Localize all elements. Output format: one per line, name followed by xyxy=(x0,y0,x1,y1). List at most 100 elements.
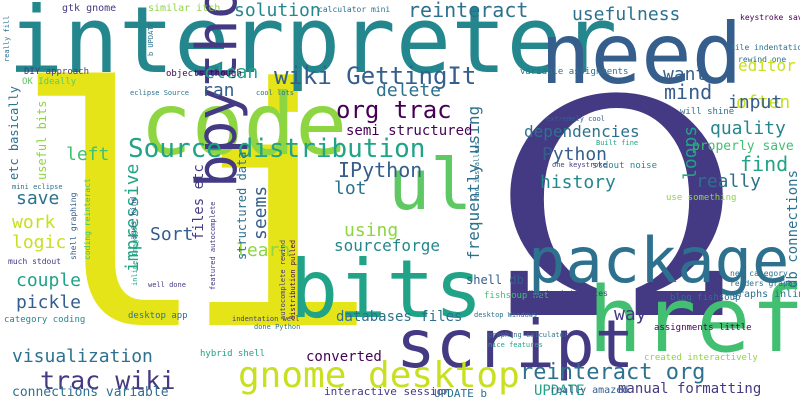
word-autocomplete-rewind: autocomplete rewind xyxy=(279,239,287,320)
word-often: often xyxy=(736,92,791,113)
word-work: work xyxy=(12,212,56,233)
word-interactive-session: interactive session xyxy=(324,385,450,398)
word-ul: ul xyxy=(388,144,473,226)
word-done-python: done Python xyxy=(254,323,301,331)
word-net-category: net category xyxy=(730,269,788,278)
word-package: package xyxy=(528,224,790,297)
word-desktop-app: desktop app xyxy=(128,311,188,321)
word-trac-wiki: trac wiki xyxy=(40,366,176,395)
word-reinteract-org: reinteract org xyxy=(520,360,706,385)
word-renders-graphs: renders graphs xyxy=(730,279,798,288)
word-etc-basically: etc basically xyxy=(7,86,21,180)
word-want: want xyxy=(663,64,707,85)
word-sort: Sort xyxy=(150,224,194,245)
word-graphs-inline: graphs inline xyxy=(732,289,800,300)
word-shell-graphing: shell graphing xyxy=(69,192,78,260)
word-keystroke-save: keystroke save xyxy=(740,13,800,22)
word-will-shine: will shine xyxy=(680,107,735,117)
word-using: using xyxy=(344,220,399,241)
word-well-done: well done xyxy=(148,281,186,289)
word-sourceforge: sourceforge xyxy=(334,236,440,255)
word-diy-approach: DIY approach xyxy=(24,67,90,77)
word-editor: editor xyxy=(738,56,796,75)
word-much-stdout: much stdout xyxy=(8,257,61,266)
word-databases-files: databases files xyxy=(336,309,463,325)
word-ipython: IPython xyxy=(338,158,423,182)
word-code: code xyxy=(140,75,348,175)
word-blog-fishsoup: blog fishsoup xyxy=(670,293,741,303)
word-interpreter: interpreter xyxy=(8,0,618,94)
word-dependencies: dependencies xyxy=(524,122,640,141)
word-quality: quality xyxy=(710,118,786,139)
word-one-keystroke: one keystroke xyxy=(552,161,607,169)
word-structured-data: structured data xyxy=(235,151,249,260)
word-assignments-little: assignments little xyxy=(654,323,752,333)
word-coding-reinteract: coding reinteract xyxy=(83,178,92,260)
word-seems: seems xyxy=(250,185,271,240)
word-built-fine: Built fine xyxy=(596,139,639,147)
word-lot: lot xyxy=(334,178,367,199)
word-reinteract: reinteract xyxy=(408,0,529,22)
word-ok-ideally: OK Ideally xyxy=(22,77,77,87)
word-ubuntu-integrates: Ubuntu integrates xyxy=(526,289,608,298)
word-org-trac: org trac xyxy=(336,96,452,124)
word-save: save xyxy=(16,188,60,209)
word-couple: couple xyxy=(16,270,82,291)
word-really: really xyxy=(696,171,762,192)
word-created-interactively: created interactively xyxy=(644,353,758,363)
word-li: li xyxy=(12,19,379,400)
word-gtk-gnome: gtk gnome xyxy=(62,3,117,14)
word-semi-structured: semi structured xyxy=(346,123,473,139)
word-ran: ran xyxy=(202,80,235,101)
word-b-update: b UPDATE xyxy=(147,22,155,56)
word-files-etc: files etc xyxy=(191,164,207,240)
word-shell-db: shell db xyxy=(466,273,524,287)
word-graphing-calculator: graphing calculator xyxy=(488,331,569,339)
word-visualization: visualization xyxy=(12,346,153,367)
word-use-something: use something xyxy=(666,193,737,203)
word-file-indentation: file indentation xyxy=(730,43,800,52)
word-solution: solution xyxy=(234,0,321,21)
word-logic: logic xyxy=(12,232,67,253)
word-left: left xyxy=(66,144,110,165)
word-mini-eclipse: mini eclipse xyxy=(12,183,63,191)
word-cool-lots: cool lots xyxy=(256,89,294,97)
word-loops: loops xyxy=(680,125,701,180)
word-script: script xyxy=(396,306,635,383)
word-wiki-gettingit: wiki GettingIt xyxy=(274,62,477,90)
word-need: need xyxy=(540,5,743,103)
word-update: UPDATE xyxy=(534,383,585,399)
word-nice-features: nice features xyxy=(488,341,543,349)
word-featured-autocomplete: featured autocomplete xyxy=(209,201,217,290)
word-category-coding: category coding xyxy=(4,315,86,325)
word-properly-save: properly save xyxy=(692,139,794,154)
word-clean: clean xyxy=(204,62,259,83)
word-pickle: pickle xyxy=(16,292,82,313)
word-extremely-cool: extremely cool xyxy=(546,115,606,123)
word-usefulness: usefulness xyxy=(572,4,681,25)
word-eclipse-source: eclipse Source xyxy=(130,89,190,97)
word-hybrid-shell: hybrid shell xyxy=(200,349,266,359)
word-delete: delete xyxy=(376,80,442,101)
word-history: history xyxy=(540,172,616,193)
word-input: input xyxy=(728,92,783,113)
word-objects-though: objects though xyxy=(166,69,242,79)
word-update-b: UPDATE b xyxy=(434,387,487,400)
word-learn: learn xyxy=(236,240,291,261)
word-desktop-windows: desktop Windows xyxy=(474,311,538,319)
word-href: href xyxy=(588,268,800,373)
word-manual-formatting: manual formatting xyxy=(618,381,762,397)
word-source-distribution: Source distribution xyxy=(128,134,426,164)
word-variable-assignments: variable assignments xyxy=(520,67,629,77)
word-rewind-one: rewind one xyxy=(738,55,787,64)
word-bits: bits xyxy=(290,243,483,336)
word-really-amazed: really amazed xyxy=(550,385,629,396)
word-omega: Ω xyxy=(492,37,741,386)
word-python: Python xyxy=(542,144,608,165)
word-gnome-desktop: gnome desktop xyxy=(238,355,520,396)
word-indentation-well: indentation well xyxy=(232,315,300,323)
word-useful-bits: useful bits xyxy=(35,100,49,180)
word-inline-imagine: inline Imagine xyxy=(131,226,139,286)
word-db-connections: db connections xyxy=(785,169,800,288)
